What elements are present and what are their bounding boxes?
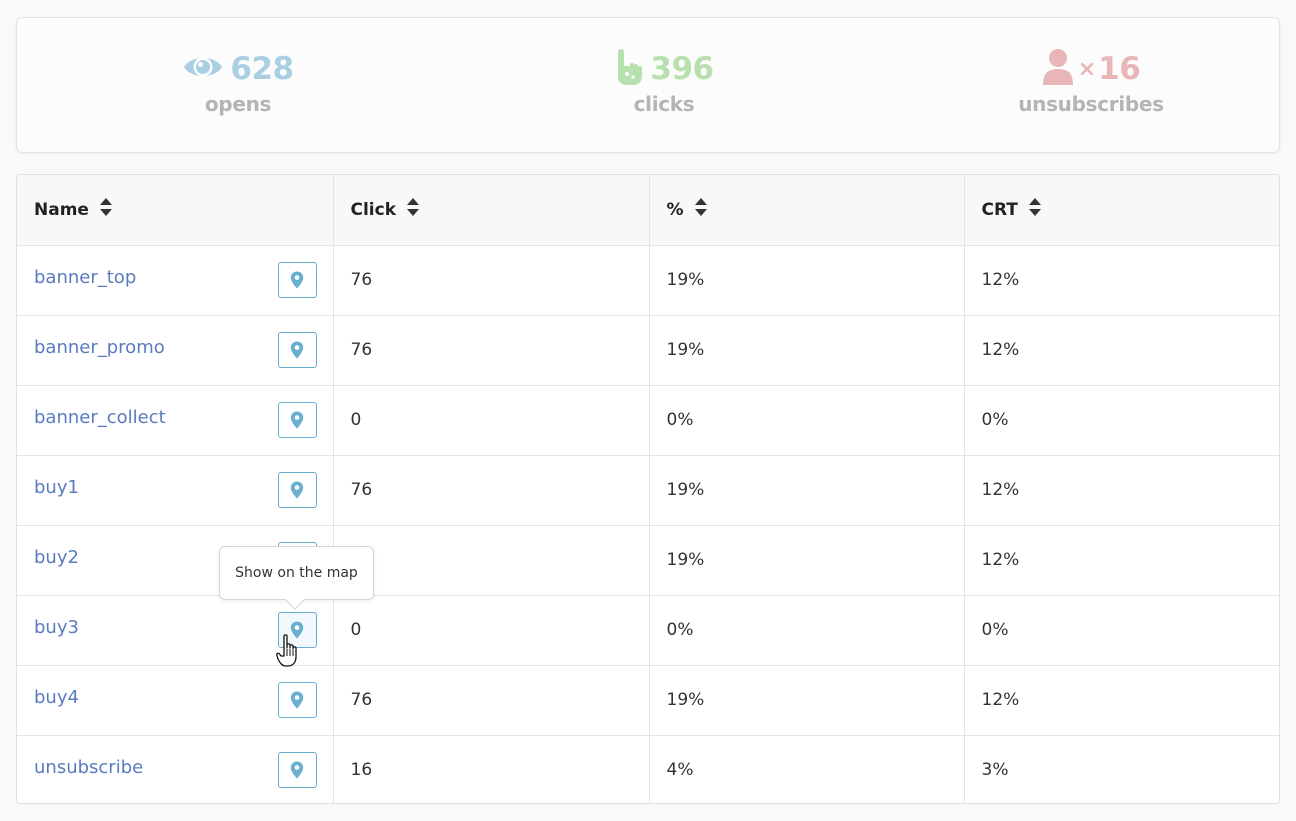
links-table: Name Click % xyxy=(16,174,1280,804)
clicks-label: clicks xyxy=(633,92,695,116)
show-on-map-button[interactable] xyxy=(277,261,317,298)
eye-icon xyxy=(182,51,224,87)
sort-icon[interactable] xyxy=(694,197,708,222)
name-cell: banner_top xyxy=(17,245,334,316)
name-cell: buy1 xyxy=(17,455,334,526)
link-name[interactable]: banner_top xyxy=(34,266,137,288)
link-name[interactable]: buy3 xyxy=(34,616,79,638)
crt-cell: 0% xyxy=(964,595,1279,666)
table-row: buy4 76 19% 12% xyxy=(17,665,1279,736)
user-remove-icon xyxy=(1042,48,1076,90)
map-pin-icon xyxy=(290,271,304,289)
click-cell: 0 xyxy=(333,385,650,456)
click-cell: 76 xyxy=(333,245,650,316)
name-cell: buy4 xyxy=(17,665,334,736)
link-name[interactable]: buy2 xyxy=(34,546,79,568)
table-row: banner_collect 0 0% 0% xyxy=(17,385,1279,456)
map-pin-icon xyxy=(290,761,304,779)
stat-clicks: 396 clicks xyxy=(514,48,814,116)
table-row: buy1 76 19% 12% xyxy=(17,455,1279,526)
column-header-label: Name xyxy=(34,199,89,220)
percent-cell: 19% xyxy=(649,455,965,526)
sort-icon[interactable] xyxy=(406,197,420,222)
stat-unsubscribes: × 16 unsubscribes xyxy=(941,48,1241,116)
show-on-map-button[interactable] xyxy=(277,331,317,368)
name-cell: banner_promo xyxy=(17,315,334,386)
percent-cell: 19% xyxy=(649,245,965,316)
link-name[interactable]: banner_collect xyxy=(34,406,166,428)
column-header-percent[interactable]: % xyxy=(649,175,965,246)
table-row: unsubscribe 16 4% 3% xyxy=(17,735,1279,803)
crt-cell: 12% xyxy=(964,245,1279,316)
tooltip-text: Show on the map xyxy=(235,565,358,581)
sort-icon[interactable] xyxy=(1028,197,1042,222)
crt-cell: 12% xyxy=(964,525,1279,596)
map-pin-icon xyxy=(290,481,304,499)
click-cell: 76 xyxy=(333,665,650,736)
column-header-name[interactable]: Name xyxy=(17,175,334,246)
link-name[interactable]: banner_promo xyxy=(34,336,165,358)
clicks-count: 396 xyxy=(650,51,714,87)
column-header-click[interactable]: Click xyxy=(333,175,650,246)
unsubscribes-count: 16 xyxy=(1098,51,1141,87)
show-on-map-button[interactable] xyxy=(277,751,317,788)
crt-cell: 12% xyxy=(964,665,1279,736)
sort-icon[interactable] xyxy=(99,197,113,222)
link-name[interactable]: buy1 xyxy=(34,476,79,498)
map-pin-icon xyxy=(290,691,304,709)
percent-cell: 0% xyxy=(649,385,965,456)
stat-opens: 628 opens xyxy=(88,48,388,116)
crt-cell: 3% xyxy=(981,760,1009,781)
tooltip-show-on-map: Show on the map xyxy=(219,546,374,610)
percent-cell: 0% xyxy=(649,595,965,666)
table-row: banner_promo 76 19% 12% xyxy=(17,315,1279,386)
link-name[interactable]: unsubscribe xyxy=(34,756,144,778)
table-row: banner_top 76 19% 12% xyxy=(17,245,1279,316)
crt-cell: 0% xyxy=(964,385,1279,456)
show-on-map-button[interactable] xyxy=(277,401,317,438)
stats-card: 628 opens 396 clicks xyxy=(16,17,1280,153)
click-cell: 76 xyxy=(333,525,650,596)
column-header-label: % xyxy=(666,199,684,220)
crt-cell: 12% xyxy=(964,315,1279,386)
name-cell: unsubscribe xyxy=(17,735,334,803)
times-glyph: × xyxy=(1077,56,1097,82)
column-header-label: Click xyxy=(350,199,397,220)
opens-count: 628 xyxy=(230,51,294,87)
unsubscribes-label: unsubscribes xyxy=(1018,92,1164,116)
percent-cell: 19% xyxy=(649,525,965,596)
map-pin-icon xyxy=(290,621,304,639)
link-name[interactable]: buy4 xyxy=(34,686,79,708)
show-on-map-button[interactable] xyxy=(277,471,317,508)
map-pin-icon xyxy=(290,341,304,359)
show-on-map-button[interactable] xyxy=(277,611,317,648)
percent-cell: 19% xyxy=(649,665,965,736)
percent-cell: 19% xyxy=(649,315,965,386)
column-header-label: CRT xyxy=(981,199,1018,220)
hand-cursor-icon xyxy=(276,634,302,672)
percent-cell: 4% xyxy=(649,735,965,803)
crt-cell: 12% xyxy=(964,455,1279,526)
table-header-row: Name Click % xyxy=(17,175,1279,246)
column-header-crt[interactable]: CRT xyxy=(964,175,1279,246)
name-cell: buy3 xyxy=(17,595,334,666)
click-cell: 76 xyxy=(333,455,650,526)
click-cell: 0 xyxy=(333,595,650,666)
map-pin-icon xyxy=(290,411,304,429)
show-on-map-button[interactable] xyxy=(277,681,317,718)
click-cell: 16 xyxy=(333,735,650,803)
click-cell: 76 xyxy=(333,315,650,386)
pointing-hand-icon xyxy=(614,48,644,90)
opens-label: opens xyxy=(204,92,272,116)
table-row: buy3 0 0% 0% xyxy=(17,595,1279,666)
name-cell: banner_collect xyxy=(17,385,334,456)
